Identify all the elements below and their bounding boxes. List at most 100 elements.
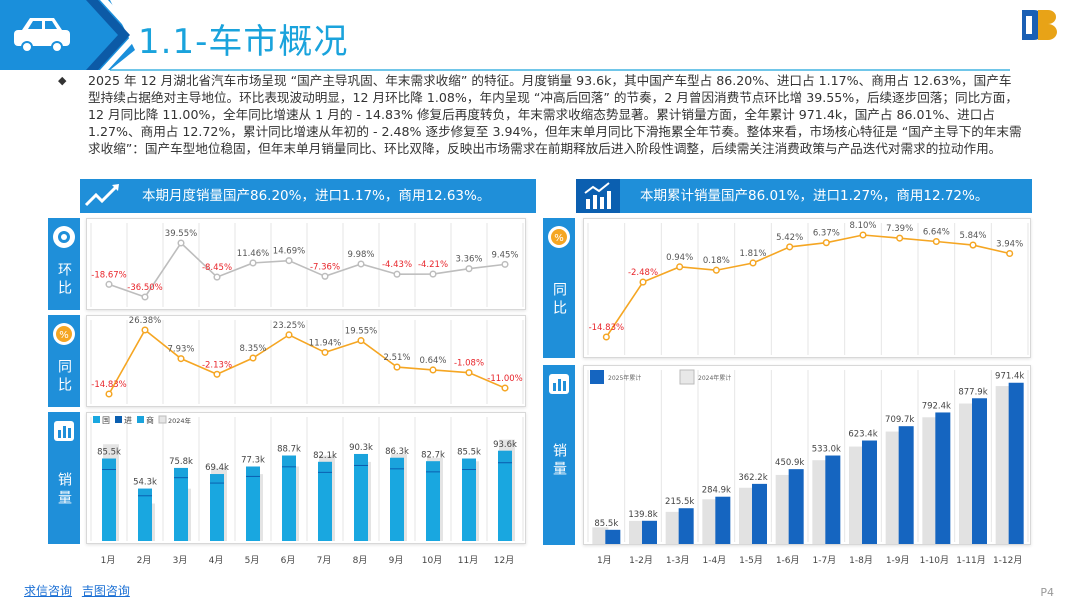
data-point	[749, 259, 757, 267]
data-point	[429, 270, 437, 278]
bar-label: 139.8k	[628, 510, 657, 520]
data-label: 8.35%	[239, 344, 266, 354]
data-label: 0.64%	[419, 356, 446, 366]
bar-label: 54.3k	[133, 478, 157, 488]
prev-year-bar	[849, 446, 865, 544]
current-year-bar	[972, 398, 987, 544]
yoy-chart-panel: -14.83% 26.38% 7.93% -2.13% 8.35% 23.25% 11.94…	[86, 315, 526, 407]
bar-label: 971.4k	[995, 372, 1024, 382]
data-point	[105, 390, 113, 398]
data-label: 1.81%	[739, 249, 766, 259]
prev-year-bar	[702, 499, 719, 544]
x-tick-label: 2月	[137, 555, 152, 566]
mom-chart-panel: -18.67% -36.50% 39.55% -8.45% 11.46% 14.69% -7…	[86, 218, 526, 310]
data-label: 14.69%	[273, 247, 305, 257]
cum-yoy-line-chart: -14.83% -2.48% 0.94% 0.18% 1.81% 5.42% 6.37% 8.…	[587, 221, 1029, 355]
import-bar	[102, 469, 116, 471]
brand-logo-icon	[1022, 10, 1057, 40]
commercial-bar	[318, 461, 332, 472]
side-label-cum-yoy: 同比	[551, 282, 567, 318]
x-tick-label: 1月	[101, 555, 116, 566]
commercial-bar	[282, 455, 296, 467]
data-point	[213, 370, 221, 378]
summary-paragraph: ◆ 2025 年 12 月湖北省汽车市场呈现 “国产主导巩固、年末需求收缩” 的…	[58, 72, 1022, 157]
data-point	[639, 278, 647, 286]
data-label: 3.36%	[455, 255, 482, 265]
bar-label: 90.3k	[349, 443, 373, 453]
data-point	[712, 266, 720, 274]
domestic-bar	[426, 461, 440, 541]
x-tick-label: 9月	[389, 555, 404, 566]
domestic-bar	[210, 474, 224, 541]
bar-label: 93.6k	[493, 440, 517, 450]
monthly-x-axis: 1月 2月 3月 4月 5月 6月 7月 8月 9月 10月 11月 12月	[101, 555, 515, 566]
data-label: 19.55%	[345, 327, 377, 337]
legend-label: 进	[124, 416, 132, 425]
footer-link-jitu[interactable]: 吉图咨询	[81, 584, 130, 598]
footer-link-qiuxin[interactable]: 求信咨询	[24, 584, 73, 598]
data-point	[285, 257, 293, 265]
legend-label: 2025年累计	[608, 374, 641, 382]
domestic-bar	[354, 453, 368, 541]
current-year-bar	[642, 520, 657, 544]
page-number: P4	[1040, 586, 1054, 599]
domestic-bar	[390, 457, 404, 541]
data-label: -1.08%	[454, 359, 484, 369]
x-tick-label: 3月	[173, 555, 188, 566]
side-label-mom: 环比	[56, 262, 72, 298]
legend-swatch	[115, 416, 122, 423]
data-label: 26.38%	[129, 316, 161, 326]
percent-icon: %	[53, 323, 75, 345]
data-label: 7.39%	[886, 224, 913, 234]
data-point	[465, 369, 473, 377]
data-label: -14.83%	[589, 323, 624, 333]
series-line	[108, 328, 506, 395]
bar-label: 69.4k	[205, 463, 229, 473]
legend-swatch	[137, 416, 144, 423]
import-bar	[282, 466, 296, 468]
cum-sales-chart-panel: 2025年累计 2024年累计 85.5k 139.8k 215.5k 284.9k 362…	[583, 365, 1031, 545]
series-line	[108, 241, 506, 298]
import-bar	[498, 462, 512, 464]
header-bar: 1.1-车市概况	[0, 0, 1080, 78]
data-point	[501, 384, 509, 392]
trend-icon	[80, 179, 124, 213]
data-label: -2.48%	[628, 268, 658, 278]
data-label: -18.67%	[91, 270, 126, 280]
commercial-bar	[498, 450, 512, 463]
x-tick-label: 8月	[353, 555, 368, 566]
legend-label: 2024年	[168, 416, 192, 425]
data-point	[141, 326, 149, 334]
current-year-bar	[605, 529, 621, 544]
bar-label: 284.9k	[702, 486, 731, 496]
current-year-bar	[678, 508, 694, 544]
import-bar	[174, 477, 188, 479]
legend-swatch	[158, 415, 167, 424]
page-title: 1.1-车市概况	[138, 22, 349, 62]
data-point	[393, 363, 401, 371]
data-label: 0.94%	[666, 253, 693, 263]
commercial-bar	[210, 474, 224, 483]
circle-icon	[53, 226, 75, 248]
bar-label: 88.7k	[277, 445, 301, 455]
commercial-bar	[138, 488, 152, 496]
current-year-bar	[715, 496, 731, 544]
import-bar	[318, 471, 332, 473]
data-label: 6.64%	[923, 227, 950, 237]
data-point	[285, 331, 293, 339]
commercial-bar	[174, 467, 188, 478]
bar-label: 75.8k	[169, 457, 193, 467]
current-year-bar	[898, 426, 914, 544]
data-point	[321, 272, 329, 280]
car-icon	[14, 18, 70, 53]
sales-bar-chart: 国 进 商 2024年 85.5k 54.3k 75.8k 69.4k 77.3k 88.7k 82…	[90, 415, 524, 541]
domestic-bar	[174, 467, 188, 541]
bar-label: 85.5k	[97, 448, 121, 458]
import-bar	[246, 475, 260, 477]
data-point	[969, 241, 977, 249]
right-banner: 本期累计销量国产86.01%，进口1.27%，商用12.72%。	[576, 179, 1032, 213]
prev-year-bar	[775, 474, 792, 544]
data-point	[822, 239, 830, 247]
data-label: -14.83%	[91, 380, 126, 390]
